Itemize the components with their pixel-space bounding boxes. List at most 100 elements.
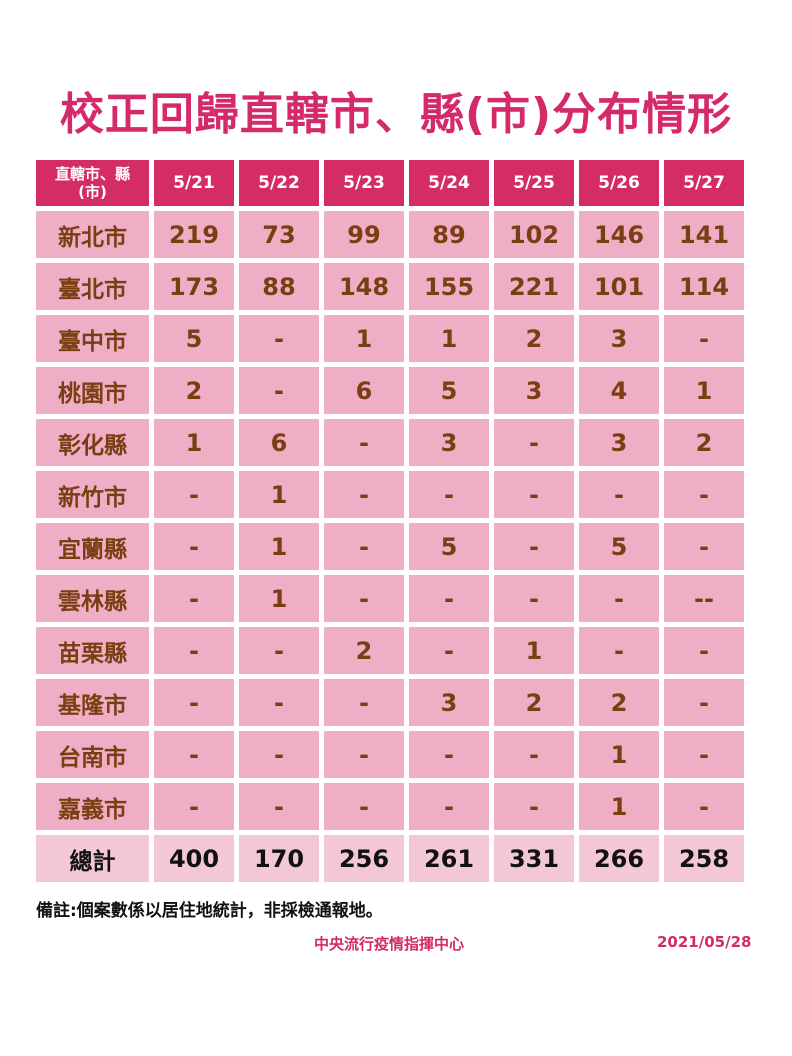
table-row: 新竹市 -1- - - - -	[36, 471, 744, 518]
case-count: -	[324, 783, 404, 830]
region-name: 新北市	[36, 211, 149, 258]
case-count: -	[154, 575, 234, 622]
region-name: 新竹市	[36, 471, 149, 518]
table-row: 雲林縣 -1- - - - --	[36, 575, 744, 622]
case-count: 146	[579, 211, 659, 258]
case-count: -	[579, 627, 659, 674]
case-count: 1	[579, 731, 659, 778]
case-count: 2	[324, 627, 404, 674]
header-date: 5/22	[239, 160, 319, 206]
case-count: 5	[409, 367, 489, 414]
case-count: -	[664, 315, 744, 362]
case-count: 400	[154, 835, 234, 882]
region-name: 桃園市	[36, 367, 149, 414]
case-count: 173	[154, 263, 234, 310]
case-count: 3	[579, 315, 659, 362]
case-count: 148	[324, 263, 404, 310]
case-count: 2	[494, 679, 574, 726]
header-date: 5/23	[324, 160, 404, 206]
case-count: -	[239, 627, 319, 674]
case-count: -	[324, 419, 404, 466]
case-count: -	[239, 367, 319, 414]
header-region: 直轄市、縣 (市)	[36, 160, 149, 206]
case-count: -	[494, 731, 574, 778]
region-name: 臺中市	[36, 315, 149, 362]
case-count: 1	[409, 315, 489, 362]
case-count: -	[579, 575, 659, 622]
case-count: 1	[239, 523, 319, 570]
table-row: 臺北市 173 88 148 155 221 101 114	[36, 263, 744, 310]
case-count: -	[154, 471, 234, 518]
case-count: 89	[409, 211, 489, 258]
table-row: 臺中市 5-1 1 2 3-	[36, 315, 744, 362]
case-count: 1	[154, 419, 234, 466]
case-count: -	[324, 471, 404, 518]
case-count: -	[664, 627, 744, 674]
case-count: 1	[239, 471, 319, 518]
case-count: 4	[579, 367, 659, 414]
header-date: 5/25	[494, 160, 574, 206]
case-count: -	[239, 315, 319, 362]
region-name: 宜蘭縣	[36, 523, 149, 570]
case-count: -	[409, 731, 489, 778]
case-count: 101	[579, 263, 659, 310]
case-count: 2	[154, 367, 234, 414]
case-count: -	[154, 627, 234, 674]
case-count: 170	[239, 835, 319, 882]
region-name: 雲林縣	[36, 575, 149, 622]
case-count: 256	[324, 835, 404, 882]
case-count: -	[664, 471, 744, 518]
case-count: 155	[409, 263, 489, 310]
publish-date: 2021/05/28	[657, 933, 752, 951]
case-count: -	[664, 731, 744, 778]
table-row: 桃園市 2-6 5 3 4 1	[36, 367, 744, 414]
header-region-line2: (市)	[78, 183, 107, 201]
case-count: -	[664, 679, 744, 726]
case-count: 221	[494, 263, 574, 310]
case-count: -	[239, 731, 319, 778]
case-count: 6	[324, 367, 404, 414]
case-count: -	[494, 471, 574, 518]
case-count: 1	[494, 627, 574, 674]
case-count: --	[664, 575, 744, 622]
case-count: 5	[409, 523, 489, 570]
case-count: 73	[239, 211, 319, 258]
header-region-line1: 直轄市、縣	[54, 165, 130, 183]
table-row: 彰化縣 1 6-3-3 2	[36, 419, 744, 466]
header-date: 5/24	[409, 160, 489, 206]
case-count: -	[324, 731, 404, 778]
case-count: 266	[579, 835, 659, 882]
case-count: 261	[409, 835, 489, 882]
case-count: -	[664, 523, 744, 570]
region-name: 苗栗縣	[36, 627, 149, 674]
region-name: 台南市	[36, 731, 149, 778]
table-row: 宜蘭縣 -1-5-5-	[36, 523, 744, 570]
header-row: 直轄市、縣 (市) 5/21 5/22 5/23 5/24 5/25 5/26 5/27	[36, 160, 744, 206]
table-row: 新北市 219 73 99 89 102 146 141	[36, 211, 744, 258]
case-count: -	[324, 523, 404, 570]
header-date: 5/27	[664, 160, 744, 206]
region-name: 嘉義市	[36, 783, 149, 830]
case-count: 6	[239, 419, 319, 466]
case-count: 331	[494, 835, 574, 882]
table-row: 苗栗縣 - -2-1- -	[36, 627, 744, 674]
case-count: 1	[324, 315, 404, 362]
case-count: -	[494, 783, 574, 830]
region-name: 臺北市	[36, 263, 149, 310]
case-count: 114	[664, 263, 744, 310]
case-count: -	[239, 679, 319, 726]
case-count: 1	[664, 367, 744, 414]
case-count: 258	[664, 835, 744, 882]
case-count: 1	[239, 575, 319, 622]
case-count: -	[154, 783, 234, 830]
case-count: 219	[154, 211, 234, 258]
case-count: -	[409, 783, 489, 830]
case-count: -	[409, 471, 489, 518]
organization: 中央流行疫情指揮中心	[314, 935, 465, 953]
case-count: -	[154, 679, 234, 726]
case-count: -	[154, 523, 234, 570]
table-row: 台南市 - - - - -1-	[36, 731, 744, 778]
case-count: -	[324, 679, 404, 726]
case-count: 1	[579, 783, 659, 830]
case-count: -	[324, 575, 404, 622]
